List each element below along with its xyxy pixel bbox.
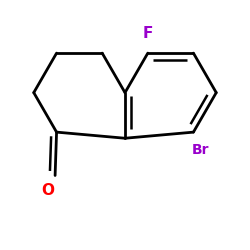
Text: Br: Br — [192, 143, 210, 157]
Text: O: O — [41, 183, 54, 198]
Text: F: F — [142, 26, 153, 41]
